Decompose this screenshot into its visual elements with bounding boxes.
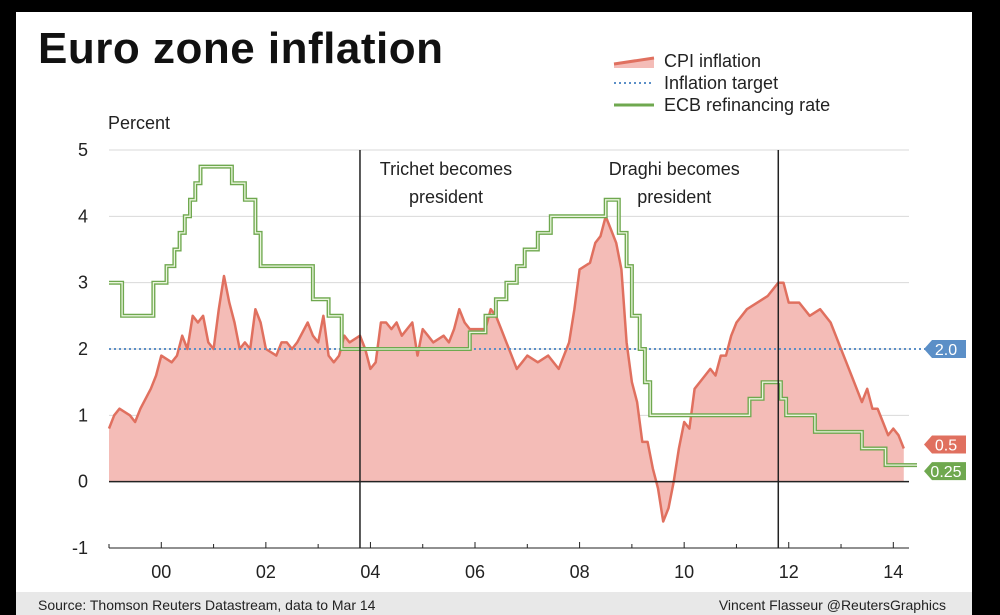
- y-tick-label: 2: [78, 339, 88, 359]
- footer: Source: Thomson Reuters Datastream, data…: [16, 592, 972, 615]
- legend-swatch-target: [614, 82, 654, 84]
- legend-label-cpi: CPI inflation: [664, 51, 762, 71]
- legend-swatch-ecb: [614, 103, 654, 107]
- event-label-0-line-0: Trichet becomes: [380, 159, 512, 179]
- legend-item-cpi: CPI inflation: [612, 50, 830, 72]
- legend-item-target: Inflation target: [612, 72, 830, 94]
- y-tick-label: 5: [78, 140, 88, 160]
- x-tick-label: 08: [570, 562, 590, 582]
- x-tick-label: 06: [465, 562, 485, 582]
- value-badge-label-0: 2.0: [935, 342, 957, 359]
- legend-item-ecb: ECB refinancing rate: [612, 94, 830, 116]
- y-tick-label: 3: [78, 273, 88, 293]
- y-tick-label: -1: [72, 538, 88, 558]
- value-badge-label-1: 0.5: [935, 438, 957, 455]
- chart-title: Euro zone inflation: [38, 24, 444, 73]
- event-label-1-line-0: Draghi becomes: [609, 159, 740, 179]
- legend: CPI inflation Inflation target ECB refin…: [612, 50, 830, 116]
- credit-note: Vincent Flasseur @ReutersGraphics: [718, 597, 946, 613]
- y-axis-label: Percent: [108, 113, 170, 133]
- legend-label-ecb: ECB refinancing rate: [664, 95, 831, 115]
- source-note: Source: Thomson Reuters Datastream, data…: [38, 597, 376, 613]
- chart-plot: Trichet becomes president Draghi becomes pr…: [72, 113, 966, 582]
- cpi-line: [107, 215, 905, 523]
- event-label-0-line-1: president: [409, 187, 483, 207]
- cpi-area: [109, 216, 904, 522]
- x-tick-label: 00: [151, 562, 171, 582]
- ecb-line-inner: [109, 165, 917, 466]
- chart-panel: Euro zone inflation CPI inflation Inflat…: [16, 12, 972, 615]
- x-tick-label: 14: [883, 562, 903, 582]
- x-tick-label: 12: [779, 562, 799, 582]
- value-badge-0: [924, 340, 966, 358]
- cpi-inflation-series: [107, 215, 905, 523]
- value-badge-2: [924, 462, 966, 481]
- value-badge-label-2: 0.25: [930, 464, 961, 481]
- x-tick-label: 04: [360, 562, 380, 582]
- x-tick-label: 02: [256, 562, 276, 582]
- value-badges: 2.0 0.5 0.25: [924, 340, 966, 481]
- y-tick-label: 1: [78, 405, 88, 425]
- ecb-rate-series: [109, 164, 917, 468]
- y-tick-label: 0: [78, 472, 88, 492]
- value-badge-1: [924, 435, 966, 454]
- legend-label-target: Inflation target: [664, 73, 779, 93]
- x-tick-label: 10: [674, 562, 694, 582]
- legend-swatch-cpi: [613, 56, 655, 68]
- y-tick-label: 4: [78, 206, 88, 226]
- event-label-1-line-1: president: [637, 187, 711, 207]
